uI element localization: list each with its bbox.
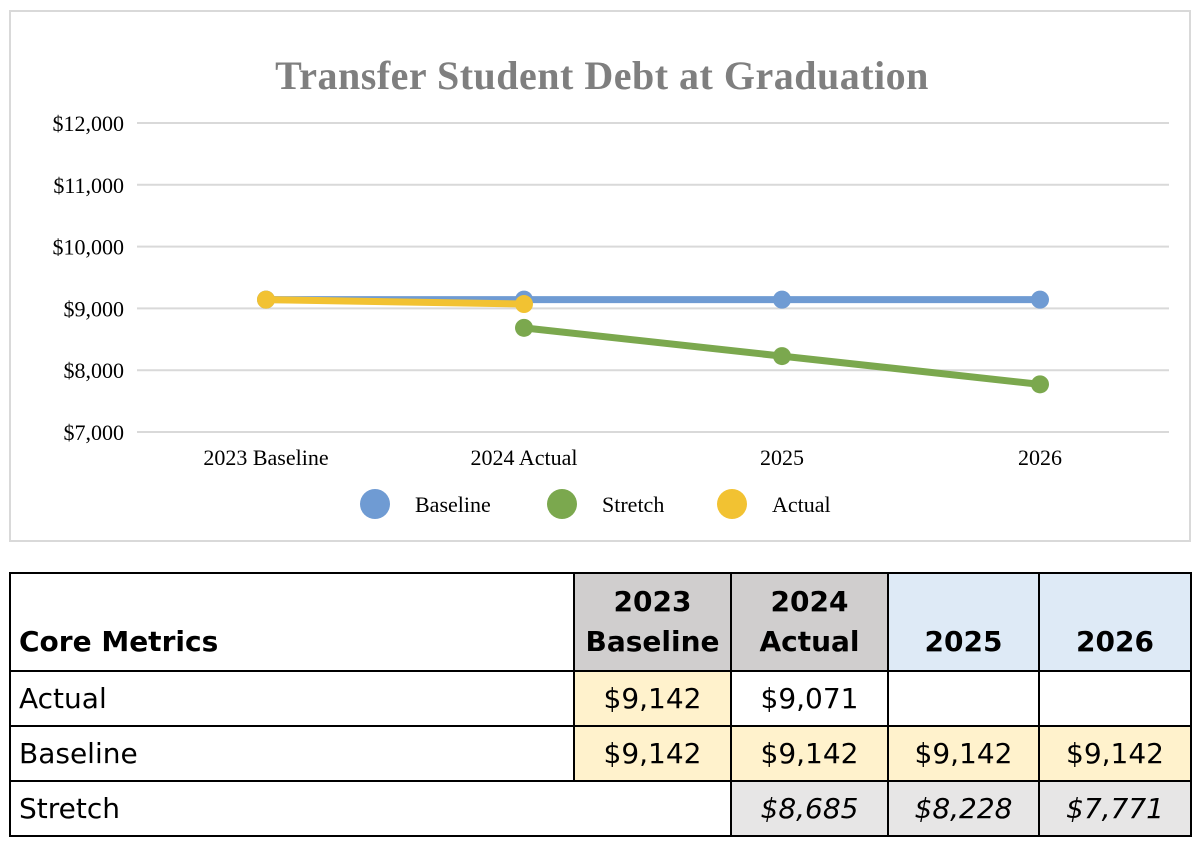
data-point-baseline: [773, 290, 791, 309]
cell-actual-2023: $9,142: [573, 670, 732, 727]
table-row-baseline: Baseline $9,142 $9,142 $9,142 $9,142: [9, 725, 1192, 782]
y-tick-label: $12,000: [53, 111, 125, 136]
chart-title: Transfer Student Debt at Graduation: [275, 53, 929, 98]
y-tick-label: $9,000: [64, 296, 125, 321]
data-point-actual: [257, 290, 275, 309]
cell-stretch-2026: $7,771: [1038, 780, 1192, 837]
x-tick-label: 2023 Baseline: [203, 445, 328, 470]
row-label: Stretch: [9, 780, 732, 837]
x-tick-label: 2025: [760, 445, 804, 470]
cell-baseline-2025: $9,142: [887, 725, 1040, 782]
cell-actual-2026: [1038, 670, 1192, 727]
cell-baseline-2023: $9,142: [573, 725, 732, 782]
table-row-stretch: Stretch $8,685 $8,228 $7,771: [9, 780, 1192, 837]
x-tick-label: 2024 Actual: [471, 445, 578, 470]
legend-marker-baseline: [360, 489, 390, 519]
data-point-baseline: [1031, 290, 1049, 309]
data-point-stretch: [773, 347, 791, 366]
line-chart: $7,000 $8,000 $9,000 $10,000 $11,000 $12,000 2…: [53, 111, 1169, 519]
legend-label-baseline: Baseline: [415, 492, 491, 517]
y-tick-label: $11,000: [53, 173, 124, 198]
header-2023-baseline: 2023 Baseline: [573, 572, 732, 672]
data-point-stretch: [1031, 375, 1049, 394]
header-core-metrics: Core Metrics: [9, 572, 575, 672]
cell-actual-2024: $9,071: [730, 670, 889, 727]
y-tick-label: $7,000: [64, 420, 125, 445]
header-2026: 2026: [1038, 572, 1192, 672]
cell-actual-2025: [887, 670, 1040, 727]
series-line-actual: [262, 296, 528, 308]
row-label: Actual: [9, 670, 575, 727]
chart-panel: Transfer Student Debt at Graduation $7,0…: [9, 10, 1191, 542]
table-row-actual: Actual $9,142 $9,071: [9, 670, 1192, 727]
cell-baseline-2026: $9,142: [1038, 725, 1192, 782]
row-label: Baseline: [9, 725, 575, 782]
legend-label-stretch: Stretch: [602, 492, 664, 517]
header-2025: 2025: [887, 572, 1040, 672]
legend-marker-stretch: [547, 489, 577, 519]
cell-stretch-2025: $8,228: [887, 780, 1040, 837]
core-metrics-table: Core Metrics 2023 Baseline 2024 Actual 2…: [9, 572, 1192, 837]
x-tick-label: 2026: [1018, 445, 1062, 470]
y-tick-label: $10,000: [53, 235, 125, 260]
cell-stretch-2024: $8,685: [730, 780, 889, 837]
data-point-actual: [515, 295, 533, 314]
legend-marker-actual: [717, 489, 747, 519]
table-header-row: Core Metrics 2023 Baseline 2024 Actual 2…: [9, 572, 1192, 672]
header-2024-actual: 2024 Actual: [730, 572, 889, 672]
data-point-stretch: [515, 318, 533, 337]
legend-label-actual: Actual: [772, 492, 831, 517]
y-tick-label: $8,000: [64, 358, 125, 383]
cell-baseline-2024: $9,142: [730, 725, 889, 782]
